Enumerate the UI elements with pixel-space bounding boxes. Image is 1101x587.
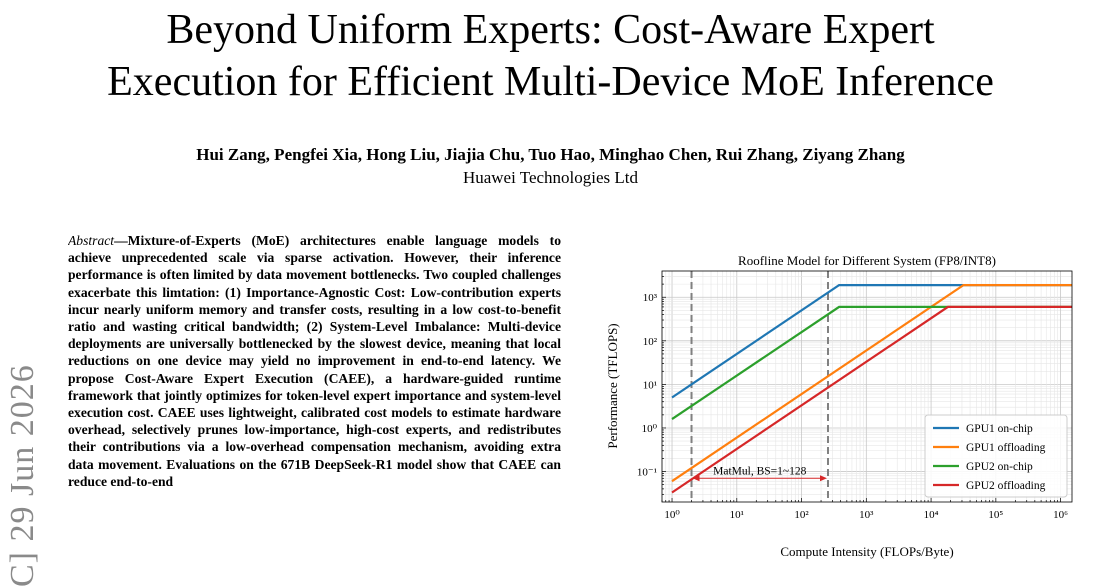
chart-annotation: MatMul, BS=1~128: [692, 465, 827, 482]
series-line: [671, 305, 1072, 494]
chart-series: [671, 283, 1072, 494]
x-tick-label: 10⁵: [988, 509, 1003, 521]
abstract-dash: —: [114, 233, 128, 248]
affiliation: Huawei Technologies Ltd: [462, 168, 639, 187]
x-axis-label: Compute Intensity (FLOPs/Byte): [780, 544, 953, 559]
series-line: [671, 283, 1072, 483]
x-tick-label: 10¹: [730, 509, 744, 521]
legend-entry: GPU2 offloading: [966, 480, 1046, 492]
abstract: Abstract—Mixture-of-Experts (MoE) archit…: [68, 232, 561, 587]
y-tick-label: 10⁻¹: [637, 467, 657, 479]
legend-entry: GPU2 on-chip: [966, 461, 1033, 473]
y-tick-label: 10¹: [643, 379, 657, 391]
x-tick-label: 10⁰: [664, 509, 680, 521]
paper-title: Beyond Uniform Experts: Cost-Aware Exper…: [0, 4, 1101, 108]
annotation-arrowhead-right: [819, 475, 827, 482]
x-tick-label: 10²: [794, 509, 809, 521]
y-axis-label: Performance (TFLOPS): [605, 323, 620, 448]
author-list: Hui Zang, Pengfei Xia, Hong Liu, Jiajia …: [196, 145, 905, 164]
legend-entry: GPU1 on-chip: [966, 423, 1033, 435]
title-line-1: Beyond Uniform Experts: Cost-Aware Exper…: [166, 7, 935, 53]
series-line: [671, 283, 1072, 399]
y-tick-label: 10⁰: [642, 423, 658, 435]
x-tick-label: 10⁶: [1053, 509, 1068, 521]
abstract-body: Mixture-of-Experts (MoE) architectures e…: [68, 233, 561, 489]
axis-ticks: 10⁰ 10¹ 10² 10³ 10⁴ 10⁵ 10⁶ 10⁻¹ 10⁰ 10¹ 10² 10³: [637, 276, 1068, 521]
abstract-label: Abstract: [68, 233, 115, 248]
legend-box: [924, 414, 1068, 498]
title-line-2: Execution for Efficient Multi-Device MoE…: [107, 59, 994, 105]
x-tick-label: 10³: [859, 509, 874, 521]
annotation-arrowhead-left: [692, 475, 700, 482]
legend-entry: GPU1 offloading: [966, 442, 1046, 454]
series-line: [671, 305, 1072, 421]
arxiv-stamp: C] 29 Jun 2026: [4, 364, 41, 587]
y-tick-label: 10³: [643, 292, 658, 304]
roofline-chart: Roofline Model for Different System (FP8…: [605, 253, 1073, 559]
chart-legend: GPU1 on-chip GPU1 offloading GPU2 on-chip G…: [924, 414, 1068, 498]
annotation-text: MatMul, BS=1~128: [713, 465, 806, 477]
y-tick-label: 10²: [643, 336, 658, 348]
chart-title: Roofline Model for Different System (FP8…: [738, 253, 996, 268]
x-tick-label: 10⁴: [924, 509, 939, 521]
